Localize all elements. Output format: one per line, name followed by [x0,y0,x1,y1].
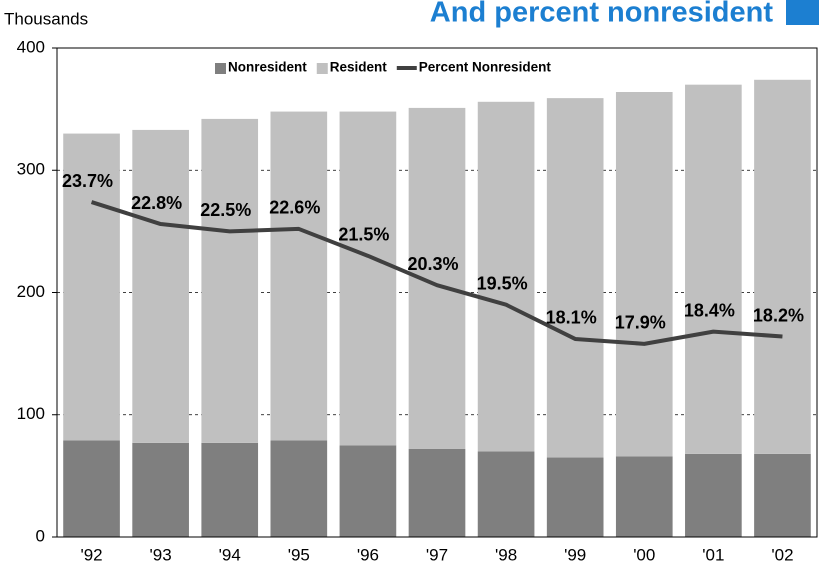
bar [63,440,120,537]
bar [754,79,811,454]
x-tick-label: '97 [426,545,448,564]
bar [615,456,673,537]
data-label: 17.9% [615,313,666,333]
data-label: 22.6% [269,198,320,218]
y-tick-label: 400 [17,37,45,56]
bar [408,448,466,537]
x-tick-label: '92 [80,545,102,564]
legend-swatch [215,63,226,74]
legend-label: Nonresident [228,60,307,75]
bar [132,442,189,537]
legend-label: Resident [330,60,388,75]
x-tick-label: '99 [564,545,586,564]
bar [477,451,535,537]
x-tick-label: '02 [771,545,793,564]
x-tick-label: '95 [288,545,310,564]
bar [63,133,120,441]
y-tick-label: 300 [17,160,45,179]
data-label: 18.1% [546,308,597,328]
data-label: 18.2% [753,305,804,325]
y-tick-label: 0 [36,526,45,545]
legend-swatch [316,63,328,74]
bar [546,457,604,537]
x-tick-label: '98 [495,545,517,564]
x-tick-label: '93 [150,545,172,564]
data-label: 19.5% [477,273,528,293]
y-tick-label: 100 [17,404,45,423]
bar [615,92,673,457]
bar [201,118,259,443]
bar [132,129,189,443]
data-label: 18.4% [684,300,735,320]
data-label: 23.7% [62,171,113,191]
data-label: 22.5% [200,200,251,220]
bar [546,98,604,458]
legend-label: Percent Nonresident [419,60,552,75]
x-tick-label: '01 [702,545,724,564]
bar [201,442,259,537]
bar [339,445,397,537]
plot-area [57,47,817,538]
x-tick-label: '00 [633,545,655,564]
data-label: 21.5% [338,225,389,245]
bar [685,84,742,454]
x-tick-label: '94 [219,545,241,564]
bar [477,101,535,452]
title-decoration [786,0,819,25]
chart-title: And percent nonresident [430,0,774,29]
y-axis-label: Thousands [4,9,88,28]
bar [339,111,397,446]
bar [270,111,328,441]
bar [754,453,811,537]
bar [685,453,742,537]
data-label: 20.3% [407,254,458,274]
line [90,200,783,346]
bar [270,440,328,537]
data-label: 22.8% [131,193,182,213]
y-tick-label: 200 [17,282,45,301]
x-tick-label: '96 [357,545,379,564]
